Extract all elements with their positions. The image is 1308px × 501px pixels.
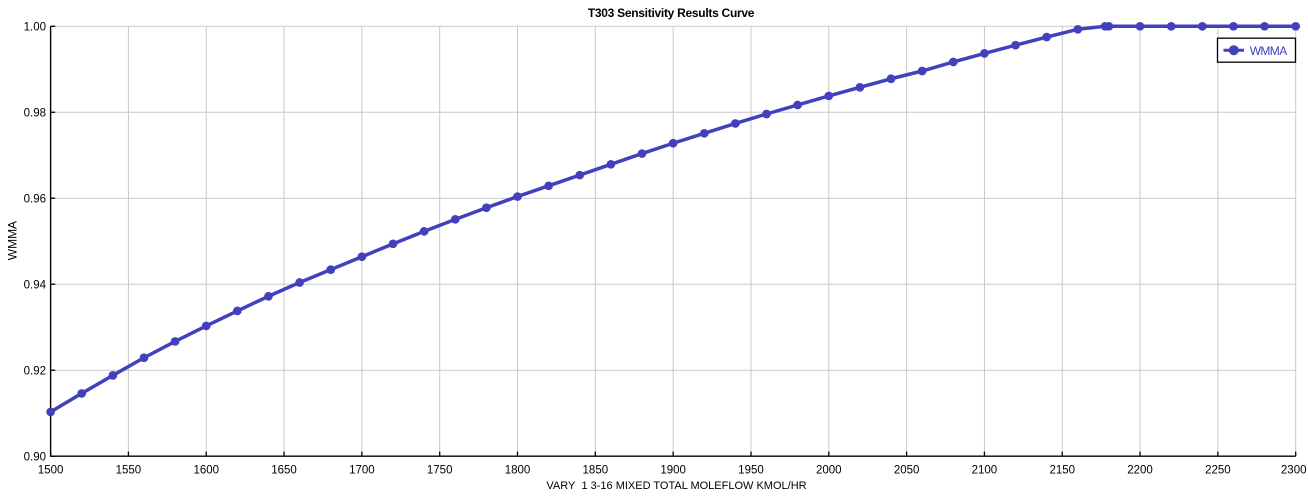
svg-text:1750: 1750 bbox=[427, 464, 453, 476]
svg-text:T303 Sensitivity Results Curve: T303 Sensitivity Results Curve bbox=[588, 6, 755, 20]
svg-text:2000: 2000 bbox=[816, 464, 842, 476]
svg-text:2050: 2050 bbox=[894, 464, 920, 476]
svg-text:WMMA: WMMA bbox=[1250, 44, 1288, 58]
svg-text:1600: 1600 bbox=[193, 464, 219, 476]
svg-text:1700: 1700 bbox=[349, 464, 375, 476]
svg-text:1850: 1850 bbox=[583, 464, 609, 476]
svg-text:1800: 1800 bbox=[505, 464, 531, 476]
svg-text:1.00: 1.00 bbox=[24, 21, 46, 33]
svg-text:WMMA: WMMA bbox=[6, 221, 20, 260]
svg-text:2250: 2250 bbox=[1205, 464, 1231, 476]
svg-text:1950: 1950 bbox=[738, 464, 764, 476]
svg-text:2300: 2300 bbox=[1281, 464, 1307, 476]
svg-text:0.94: 0.94 bbox=[24, 279, 47, 291]
svg-text:2150: 2150 bbox=[1049, 464, 1075, 476]
svg-text:0.98: 0.98 bbox=[24, 107, 46, 119]
svg-text:1500: 1500 bbox=[38, 464, 64, 476]
svg-text:0.92: 0.92 bbox=[24, 365, 46, 377]
svg-text:0.90: 0.90 bbox=[24, 451, 46, 463]
svg-text:1900: 1900 bbox=[660, 464, 686, 476]
svg-text:1650: 1650 bbox=[271, 464, 297, 476]
svg-text:0.96: 0.96 bbox=[24, 193, 46, 205]
svg-text:1550: 1550 bbox=[116, 464, 142, 476]
svg-text:2100: 2100 bbox=[972, 464, 998, 476]
svg-text:VARY 1 3-16 MIXED TOTAL MOLEF: VARY 1 3-16 MIXED TOTAL MOLEFLOW KMOL/HR bbox=[546, 480, 806, 492]
svg-text:2200: 2200 bbox=[1127, 464, 1153, 476]
